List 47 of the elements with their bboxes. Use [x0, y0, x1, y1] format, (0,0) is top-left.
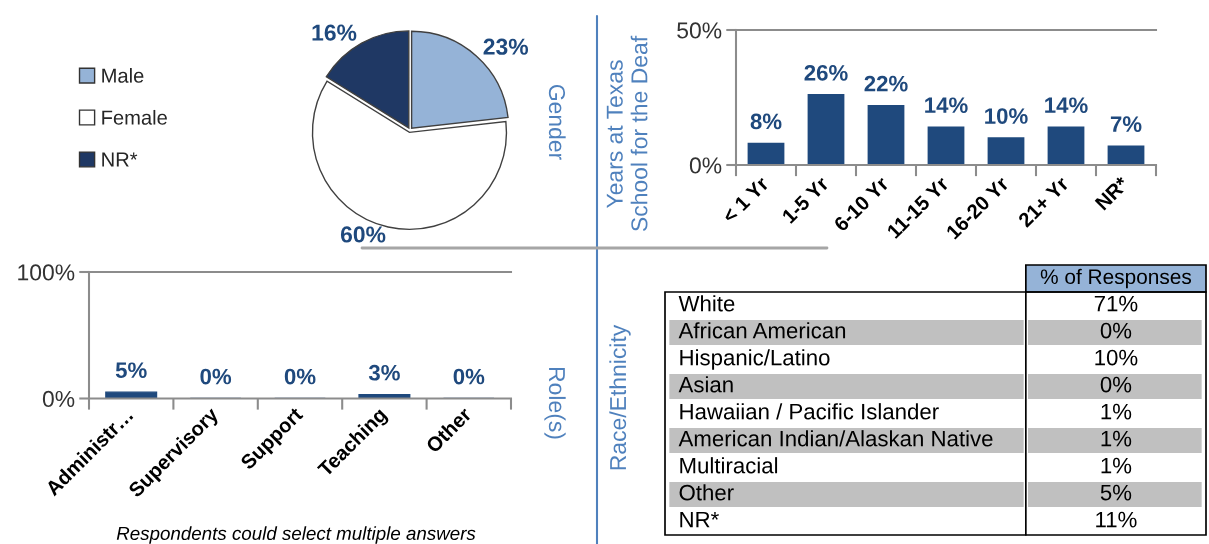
data-label: 8%	[750, 113, 782, 130]
category-label: NR*	[680, 511, 719, 528]
data-label: 0%	[200, 368, 232, 385]
data-label: 23%	[483, 38, 529, 55]
x-tick-label: < 1 Yr	[721, 175, 770, 224]
text: Gender	[548, 84, 566, 160]
text: % of Responses	[1040, 268, 1192, 289]
data-label: 10%	[1095, 349, 1138, 366]
category-label: Hispanic/Latino	[680, 349, 830, 370]
y-axis-title: Years at Texas School for the Deaf	[606, 35, 648, 232]
text: Race/Ethnicity	[609, 324, 631, 470]
x-tick-label: 21+ Yr	[1017, 175, 1070, 228]
legend-label: Female	[102, 109, 167, 125]
data-label: 11%	[1096, 511, 1137, 528]
category-label: Asian	[678, 376, 733, 393]
data-label: 5%	[115, 362, 147, 379]
text: Respondents could select multiple answers	[116, 526, 476, 544]
legend-label: NR*	[102, 152, 138, 167]
legend-label: Male	[102, 68, 144, 83]
y-tick-label: 50%	[677, 22, 722, 39]
category-label: African American	[678, 322, 846, 339]
data-label: 14%	[925, 97, 968, 114]
data-label: 0%	[1100, 376, 1132, 393]
data-label: 22%	[864, 75, 908, 92]
x-tick-label: 1-5 Yr	[781, 175, 830, 224]
data-label: 7%	[1110, 116, 1142, 132]
data-label: 5%	[1100, 484, 1132, 501]
data-label: 14%	[1045, 97, 1088, 114]
y-axis-title: Role(s)	[544, 367, 566, 439]
data-label: 1%	[1101, 403, 1132, 420]
data-label: 0%	[284, 368, 316, 385]
data-label: 26%	[804, 64, 848, 81]
category-label: Hawaiian / Pacific Islander	[680, 403, 939, 420]
data-label: 10%	[985, 108, 1028, 124]
data-label: 1%	[1101, 457, 1132, 474]
data-label: 71%	[1094, 295, 1138, 312]
x-tick-label: NR*	[1094, 175, 1130, 211]
category-label: American Indian/Alaskan Native	[678, 430, 993, 447]
data-label: 0%	[453, 368, 485, 385]
category-label: Multiracial	[680, 457, 778, 474]
y-tick-label: 100%	[18, 264, 75, 281]
data-label: 3%	[368, 364, 400, 381]
data-label: 0%	[1100, 322, 1132, 339]
data-label: 16%	[312, 24, 357, 41]
data-label: 60%	[340, 226, 386, 243]
data-label: 1%	[1101, 430, 1132, 447]
category-label: White	[678, 295, 735, 312]
